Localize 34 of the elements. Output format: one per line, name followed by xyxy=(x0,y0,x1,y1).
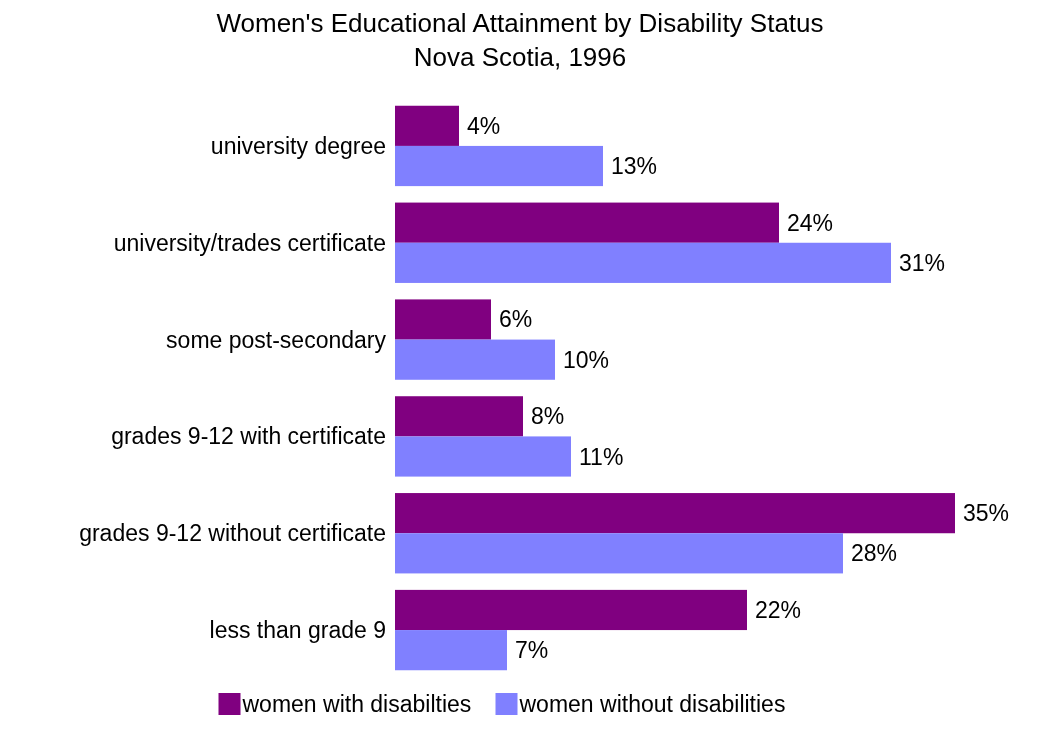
data-label: 7% xyxy=(515,637,549,664)
bar xyxy=(395,242,891,283)
bar xyxy=(395,202,779,243)
data-label: 11% xyxy=(579,443,624,470)
chart-title: Women's Educational Attainment by Disability Status xyxy=(216,8,824,38)
legend-label: women with disabilties xyxy=(241,691,472,717)
data-label: 31% xyxy=(899,249,946,276)
bar xyxy=(395,339,555,380)
y-tick-label: some post-secondary xyxy=(166,326,387,353)
y-tick-label: grades 9-12 without certificate xyxy=(79,520,386,547)
data-label: 4% xyxy=(467,112,501,139)
chart-subtitle: Nova Scotia, 1996 xyxy=(413,42,627,72)
data-label: 8% xyxy=(531,403,565,430)
bar xyxy=(395,299,491,340)
bar xyxy=(395,436,571,477)
data-label: 35% xyxy=(963,500,1010,527)
bar xyxy=(395,145,603,187)
data-label: 28% xyxy=(851,540,898,567)
data-label: 22% xyxy=(755,596,802,623)
bar xyxy=(395,533,843,574)
bar xyxy=(395,589,747,631)
y-tick-label: less than grade 9 xyxy=(209,617,386,644)
legend-label: women without disabilities xyxy=(518,691,786,717)
data-label: 6% xyxy=(499,306,533,333)
y-tick-label: university degree xyxy=(210,132,386,159)
bar xyxy=(395,630,507,671)
y-tick-label: grades 9-12 with certificate xyxy=(111,423,386,450)
data-label: 13% xyxy=(611,153,658,180)
bar xyxy=(395,493,955,534)
data-label: 10% xyxy=(563,346,610,373)
bar xyxy=(395,396,523,437)
data-label: 24% xyxy=(787,209,834,236)
bar xyxy=(395,105,459,146)
y-tick-label: university/trades certificate xyxy=(113,229,386,256)
